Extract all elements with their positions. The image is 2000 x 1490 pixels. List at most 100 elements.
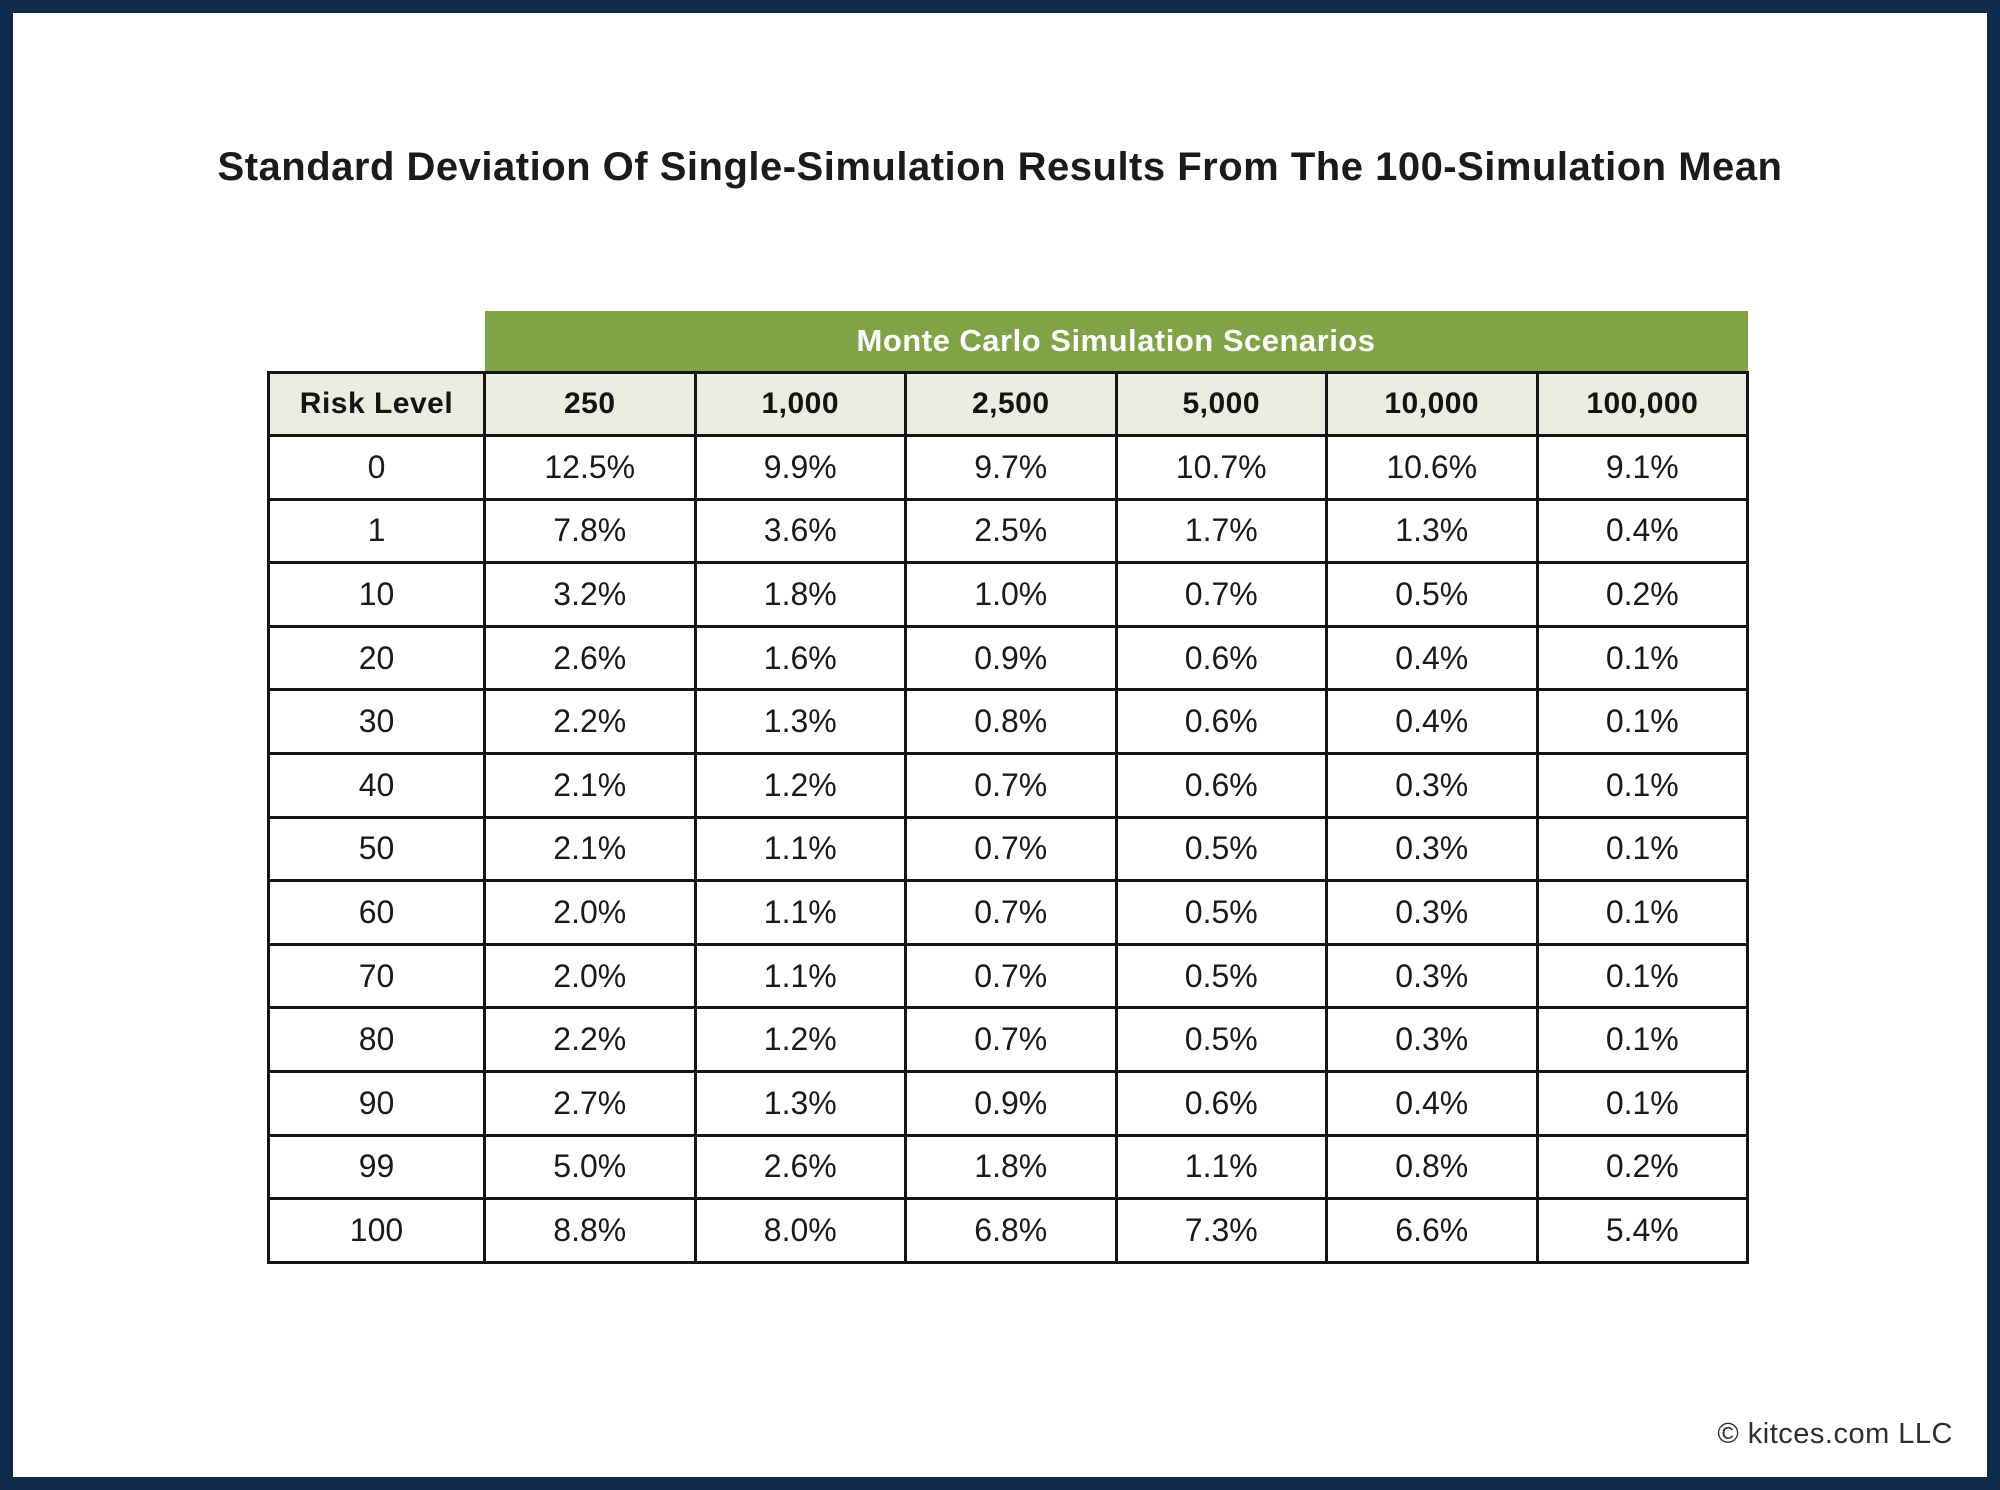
risk-level-cell: 99 — [267, 1133, 486, 1201]
risk-level-cell: 80 — [267, 1006, 486, 1073]
table-row: 30 2.2% 1.3% 0.8% 0.6% 0.4% 0.1% — [267, 688, 1750, 755]
value-cell: 0.1% — [1535, 942, 1750, 1010]
table-row: 80 2.2% 1.2% 0.7% 0.5% 0.3% 0.1% — [267, 1006, 1750, 1073]
risk-level-cell: 90 — [267, 1069, 486, 1137]
value-cell: 0.1% — [1535, 751, 1750, 819]
value-cell: 10.6% — [1325, 434, 1539, 501]
value-cell: 1.1% — [693, 815, 907, 883]
table-row: 60 2.0% 1.1% 0.7% 0.5% 0.3% 0.1% — [267, 879, 1750, 946]
value-cell: 2.0% — [483, 942, 697, 1010]
value-cell: 10.7% — [1114, 434, 1328, 501]
risk-level-cell: 1 — [267, 497, 486, 565]
risk-level-cell: 70 — [267, 942, 486, 1010]
value-cell: 1.8% — [693, 561, 907, 628]
value-cell: 7.8% — [483, 497, 697, 565]
value-cell: 0.3% — [1325, 879, 1539, 946]
value-cell: 0.3% — [1325, 815, 1539, 883]
risk-level-cell: 100 — [267, 1197, 486, 1264]
risk-level-cell: 30 — [267, 688, 486, 755]
value-cell: 0.9% — [904, 1069, 1118, 1137]
value-cell: 1.0% — [904, 561, 1118, 628]
value-cell: 2.1% — [483, 815, 697, 883]
value-cell: 0.8% — [904, 688, 1118, 755]
value-cell: 0.1% — [1535, 688, 1750, 755]
column-header-1000: 1,000 — [693, 371, 907, 437]
value-cell: 1.8% — [904, 1133, 1118, 1201]
value-cell: 0.8% — [1325, 1133, 1539, 1201]
value-cell: 0.2% — [1535, 1133, 1750, 1201]
table-row: 70 2.0% 1.1% 0.7% 0.5% 0.3% 0.1% — [267, 942, 1750, 1010]
value-cell: 0.7% — [1114, 561, 1328, 628]
value-cell: 0.9% — [904, 624, 1118, 692]
value-cell: 8.8% — [483, 1197, 697, 1264]
value-cell: 0.5% — [1114, 879, 1328, 946]
value-cell: 0.1% — [1535, 1069, 1750, 1137]
value-cell: 5.4% — [1535, 1197, 1750, 1264]
value-cell: 0.6% — [1114, 688, 1328, 755]
table-row: 90 2.7% 1.3% 0.9% 0.6% 0.4% 0.1% — [267, 1069, 1750, 1137]
value-cell: 1.2% — [693, 1006, 907, 1073]
value-cell: 6.8% — [904, 1197, 1118, 1264]
value-cell: 6.6% — [1325, 1197, 1539, 1264]
value-cell: 1.1% — [693, 942, 907, 1010]
value-cell: 0.3% — [1325, 1006, 1539, 1073]
value-cell: 0.4% — [1325, 624, 1539, 692]
value-cell: 2.6% — [693, 1133, 907, 1201]
value-cell: 12.5% — [483, 434, 697, 501]
risk-level-cell: 50 — [267, 815, 486, 883]
value-cell: 0.1% — [1535, 879, 1750, 946]
value-cell: 0.5% — [1114, 1006, 1328, 1073]
column-header-2500: 2,500 — [904, 371, 1118, 437]
copyright-note: © kitces.com LLC — [1717, 1418, 1953, 1450]
value-cell: 1.3% — [693, 688, 907, 755]
risk-level-cell: 10 — [267, 561, 486, 628]
value-cell: 0.6% — [1114, 751, 1328, 819]
value-cell: 2.2% — [483, 688, 697, 755]
value-cell: 0.4% — [1325, 1069, 1539, 1137]
banner-corner-spacer — [269, 311, 485, 373]
column-header-100000: 100,000 — [1535, 371, 1750, 437]
value-cell: 0.7% — [904, 942, 1118, 1010]
table-body: 0 12.5% 9.9% 9.7% 10.7% 10.6% 9.1% 1 7.8% 3.6% 2.5… — [267, 434, 1750, 1264]
value-cell: 9.7% — [904, 434, 1118, 501]
simulation-results-table: Monte Carlo Simulation Scenarios Risk Le… — [267, 311, 1750, 1264]
table-row: 10 3.2% 1.8% 1.0% 0.7% 0.5% 0.2% — [267, 561, 1750, 628]
value-cell: 0.7% — [904, 751, 1118, 819]
value-cell: 2.2% — [483, 1006, 697, 1073]
value-cell: 9.1% — [1535, 434, 1750, 501]
risk-level-header: Risk Level — [267, 371, 486, 437]
value-cell: 0.3% — [1325, 751, 1539, 819]
value-cell: 1.3% — [1325, 497, 1539, 565]
value-cell: 0.2% — [1535, 561, 1750, 628]
value-cell: 2.0% — [483, 879, 697, 946]
value-cell: 0.4% — [1535, 497, 1750, 565]
value-cell: 7.3% — [1114, 1197, 1328, 1264]
value-cell: 0.7% — [904, 879, 1118, 946]
value-cell: 2.5% — [904, 497, 1118, 565]
value-cell: 3.6% — [693, 497, 907, 565]
table-row: 50 2.1% 1.1% 0.7% 0.5% 0.3% 0.1% — [267, 815, 1750, 883]
value-cell: 1.6% — [693, 624, 907, 692]
column-header-5000: 5,000 — [1114, 371, 1328, 437]
banner-row: Monte Carlo Simulation Scenarios — [269, 311, 1748, 373]
value-cell: 0.7% — [904, 815, 1118, 883]
value-cell: 9.9% — [693, 434, 907, 501]
value-cell: 1.7% — [1114, 497, 1328, 565]
table-group-header: Monte Carlo Simulation Scenarios — [484, 311, 1748, 373]
value-cell: 0.6% — [1114, 1069, 1328, 1137]
value-cell: 0.3% — [1325, 942, 1539, 1010]
table-row: 20 2.6% 1.6% 0.9% 0.6% 0.4% 0.1% — [267, 624, 1750, 692]
value-cell: 0.1% — [1535, 624, 1750, 692]
risk-level-cell: 20 — [267, 624, 486, 692]
table-row: 1 7.8% 3.6% 2.5% 1.7% 1.3% 0.4% — [267, 497, 1750, 565]
table-row: 99 5.0% 2.6% 1.8% 1.1% 0.8% 0.2% — [267, 1133, 1750, 1201]
page-title: Standard Deviation Of Single-Simulation … — [217, 145, 1783, 189]
value-cell: 0.1% — [1535, 1006, 1750, 1073]
value-cell: 2.6% — [483, 624, 697, 692]
value-cell: 0.5% — [1114, 815, 1328, 883]
column-header-row: Risk Level 250 1,000 2,500 5,000 10,000 … — [267, 371, 1750, 437]
risk-level-cell: 40 — [267, 751, 486, 819]
value-cell: 5.0% — [483, 1133, 697, 1201]
value-cell: 3.2% — [483, 561, 697, 628]
